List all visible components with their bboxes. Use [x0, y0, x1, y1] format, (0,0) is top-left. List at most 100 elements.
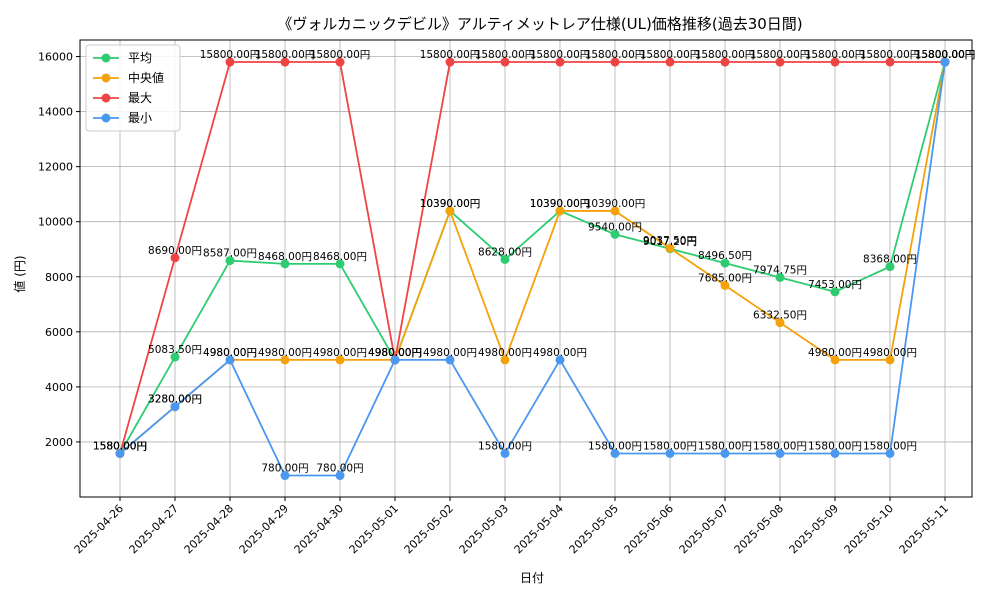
data-point: [500, 57, 510, 67]
data-point: [280, 57, 290, 67]
data-label: 8468.00円: [313, 251, 367, 263]
x-tick-label: 2025-05-11: [897, 502, 951, 556]
data-point: [170, 402, 180, 412]
plot-frame: [79, 39, 973, 498]
data-label: 7685.00円: [698, 272, 752, 284]
x-tick-label: 2025-05-07: [677, 502, 731, 556]
legend-label: 最小: [128, 111, 152, 125]
data-point: [555, 57, 565, 67]
legend-label: 最大: [128, 91, 152, 105]
data-point: [335, 471, 345, 481]
data-label: 15800.00円: [420, 49, 481, 61]
data-label: 10390.00円: [530, 198, 591, 210]
data-label: 15800.00円: [750, 49, 811, 61]
series-3: [115, 57, 950, 481]
data-point: [720, 57, 730, 67]
data-point: [280, 355, 290, 365]
data-point: [940, 57, 950, 67]
y-tick-label: 10000: [38, 216, 73, 229]
data-label: 9017.20円: [643, 236, 697, 248]
data-label: 4980.00円: [423, 347, 477, 359]
x-tick-label: 2025-05-04: [512, 502, 566, 556]
data-point: [555, 206, 565, 216]
data-point: [830, 287, 840, 297]
data-label: 15800.00円: [915, 49, 976, 61]
data-point: [335, 259, 345, 269]
data-point: [775, 57, 785, 67]
data-point: [610, 206, 620, 216]
data-label: 4980.00円: [368, 347, 422, 359]
data-label: 15800.00円: [915, 49, 976, 61]
data-point: [280, 471, 290, 481]
data-point: [115, 449, 125, 459]
data-label: 3280.00円: [148, 394, 202, 406]
data-point: [885, 262, 895, 272]
data-point: [665, 243, 675, 253]
data-point: [445, 57, 455, 67]
data-point: [720, 258, 730, 268]
data-label: 1580.00円: [588, 441, 642, 453]
data-label: 1580.00円: [643, 441, 697, 453]
data-label: 8368.00円: [863, 254, 917, 266]
data-point: [610, 229, 620, 239]
y-tick-label: 12000: [38, 161, 73, 174]
x-tick-label: 2025-04-29: [237, 502, 291, 556]
data-point: [225, 57, 235, 67]
data-label: 15800.00円: [530, 49, 591, 61]
data-point: [170, 352, 180, 362]
series-line: [119, 61, 946, 455]
data-label: 1580.00円: [93, 441, 147, 453]
x-tick-label: 2025-04-27: [127, 502, 181, 556]
data-point: [830, 355, 840, 365]
data-label: 9037.50円: [643, 235, 697, 247]
data-point: [445, 206, 455, 216]
data-point: [225, 256, 235, 266]
data-point: [500, 355, 510, 365]
data-label: 1580.00円: [93, 441, 147, 453]
data-label: 15800.00円: [640, 49, 701, 61]
data-point: [390, 355, 400, 365]
data-label: 10390.00円: [585, 198, 646, 210]
x-tick-label: 2025-05-10: [842, 502, 896, 556]
series-line: [119, 61, 946, 477]
data-label: 8690.00円: [148, 245, 202, 257]
data-label: 1580.00円: [93, 441, 147, 453]
data-point: [335, 57, 345, 67]
y-tick-label: 4000: [45, 381, 73, 394]
data-label: 15800.00円: [585, 49, 646, 61]
data-label: 1580.00円: [93, 441, 147, 453]
data-label: 4980.00円: [313, 347, 367, 359]
data-point: [720, 280, 730, 290]
data-label: 5083.50円: [148, 344, 202, 356]
data-label: 1580.00円: [698, 441, 752, 453]
data-point: [170, 253, 180, 263]
data-point: [610, 449, 620, 459]
data-point: [445, 355, 455, 365]
data-label: 15800.00円: [915, 49, 976, 61]
x-tick-label: 2025-05-02: [402, 502, 456, 556]
data-label: 8468.00円: [258, 251, 312, 263]
data-point: [775, 318, 785, 328]
data-label: 3280.00円: [148, 394, 202, 406]
data-label: 4980.00円: [478, 347, 532, 359]
x-tick-label: 2025-04-30: [292, 502, 346, 556]
data-label: 7453.00円: [808, 279, 862, 291]
data-label: 1580.00円: [478, 441, 532, 453]
data-point: [280, 259, 290, 269]
data-point: [500, 449, 510, 459]
data-label: 7974.75円: [753, 264, 807, 276]
data-label: 1580.00円: [808, 441, 862, 453]
data-label: 15800.00円: [255, 49, 316, 61]
data-label: 4980.00円: [203, 347, 257, 359]
data-label: 15800.00円: [915, 49, 976, 61]
x-tick-label: 2025-05-01: [347, 502, 401, 556]
data-point: [335, 355, 345, 365]
data-point: [885, 57, 895, 67]
data-label: 780.00円: [261, 463, 308, 475]
data-point: [720, 449, 730, 459]
data-label: 4980.00円: [863, 347, 917, 359]
y-tick-label: 6000: [45, 326, 73, 339]
grid-layer: [80, 40, 972, 497]
data-point: [610, 57, 620, 67]
